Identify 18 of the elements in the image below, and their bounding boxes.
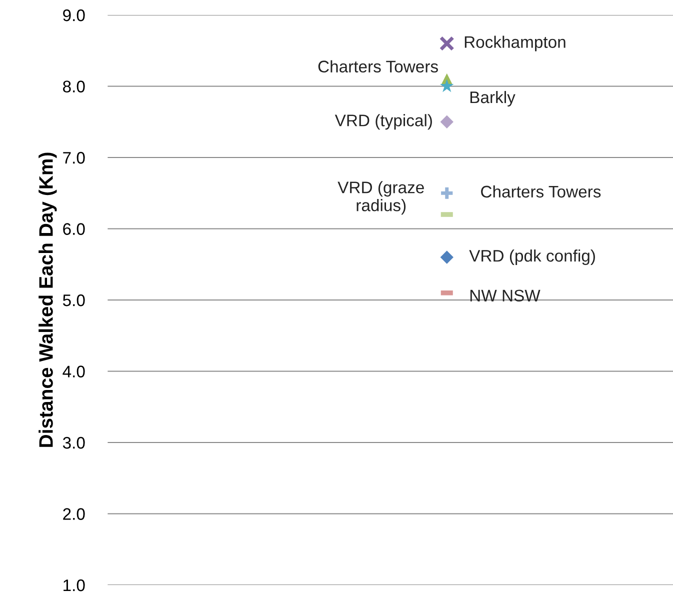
y-tick-label: 3.0 bbox=[62, 436, 85, 449]
series-label: NW NSW bbox=[470, 290, 540, 302]
series-label: Charters Towers bbox=[318, 60, 438, 72]
y-tick-label: 6.0 bbox=[63, 223, 85, 235]
series-label: VRD (pdk config) bbox=[469, 249, 595, 266]
y-tick-label: 8.0 bbox=[63, 80, 85, 92]
series-label: Rockhampton bbox=[464, 36, 566, 52]
series-label: Charters Towers bbox=[481, 185, 601, 198]
series-label: VRD (graze radius) bbox=[338, 181, 424, 215]
series-label: VRD (typical) bbox=[334, 114, 432, 130]
y-tick-label: 2.0 bbox=[63, 508, 85, 520]
y-tick-label: 7.0 bbox=[63, 152, 85, 164]
series-label: Barkly bbox=[470, 90, 516, 107]
y-tick-label: 5.0 bbox=[62, 294, 85, 306]
y-tick-label: 1.0 bbox=[64, 579, 85, 592]
y-tick-label: 9.0 bbox=[63, 9, 85, 22]
y-tick-label: 4.0 bbox=[62, 366, 85, 378]
y-axis-title: Distance Walked Each Day (Km) bbox=[38, 152, 57, 447]
